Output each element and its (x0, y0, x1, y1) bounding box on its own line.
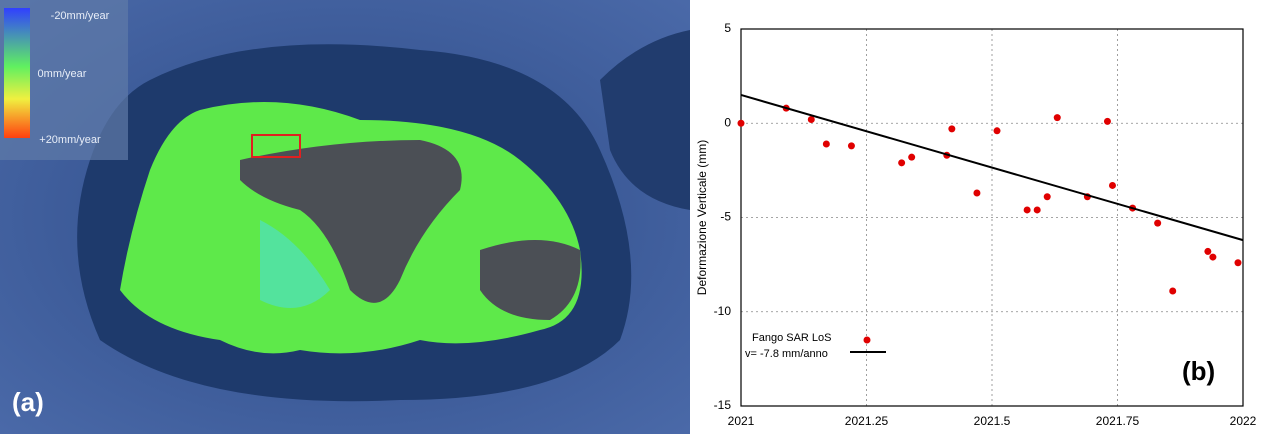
plot-frame (740, 28, 1244, 407)
colorbar-label: 0mm/year (38, 68, 87, 80)
colorbar (4, 8, 30, 138)
data-point (737, 119, 745, 127)
y-tick-label: 5 (724, 21, 731, 35)
map: -20mm/year 0mm/year +20mm/year (a) (0, 0, 690, 434)
panel-label: (a) (12, 387, 44, 417)
urban-area (240, 140, 462, 303)
legend-label: Fango SAR LoS (752, 332, 832, 344)
data-point (1023, 206, 1031, 214)
trend-line (740, 94, 1244, 242)
data-point (1033, 206, 1041, 214)
stable-zone (260, 220, 330, 308)
data-point (847, 142, 855, 150)
y-tick-label: 0 (724, 115, 731, 129)
data-point (908, 153, 916, 161)
legend-label: v= -7.8 mm/anno (745, 348, 828, 360)
data-point (1043, 193, 1051, 201)
panel-label: (b) (1182, 356, 1215, 386)
data-point (1154, 219, 1162, 227)
data-point (1169, 287, 1177, 295)
data-point (1209, 253, 1217, 261)
y-tick-label: -15 (714, 398, 732, 412)
data-point (993, 127, 1001, 135)
data-point (973, 189, 981, 197)
data-point (1204, 247, 1212, 255)
y-tick-label: -10 (714, 304, 732, 318)
study-area-box (251, 134, 301, 158)
x-tick-label: 2021.25 (845, 414, 889, 428)
colorbar-label: +20mm/year (39, 134, 101, 146)
x-tick-label: 2022 (1230, 414, 1257, 428)
data-point (807, 115, 815, 123)
y-tick-label: -5 (720, 210, 731, 224)
chart: 5 0 -5 -10 -15 2021 2021.25 2021.5 2021.75 2022 De… (695, 21, 1256, 428)
data-point (1103, 117, 1111, 125)
legend-swatch (863, 336, 871, 344)
data-point (898, 159, 906, 167)
x-tick-label: 2021.75 (1096, 414, 1140, 428)
shallow-water (600, 30, 690, 210)
colorbar-label: -20mm/year (51, 10, 110, 22)
data-point (1234, 259, 1242, 267)
y-axis-label: Deformazione Verticale (mm) (695, 140, 709, 295)
x-tick-label: 2021.5 (974, 414, 1011, 428)
data-point (822, 140, 830, 148)
data-point (1108, 181, 1116, 189)
data-point (1053, 114, 1061, 122)
x-tick-label: 2021 (728, 414, 755, 428)
data-point (948, 125, 956, 133)
urban-area (480, 240, 581, 320)
